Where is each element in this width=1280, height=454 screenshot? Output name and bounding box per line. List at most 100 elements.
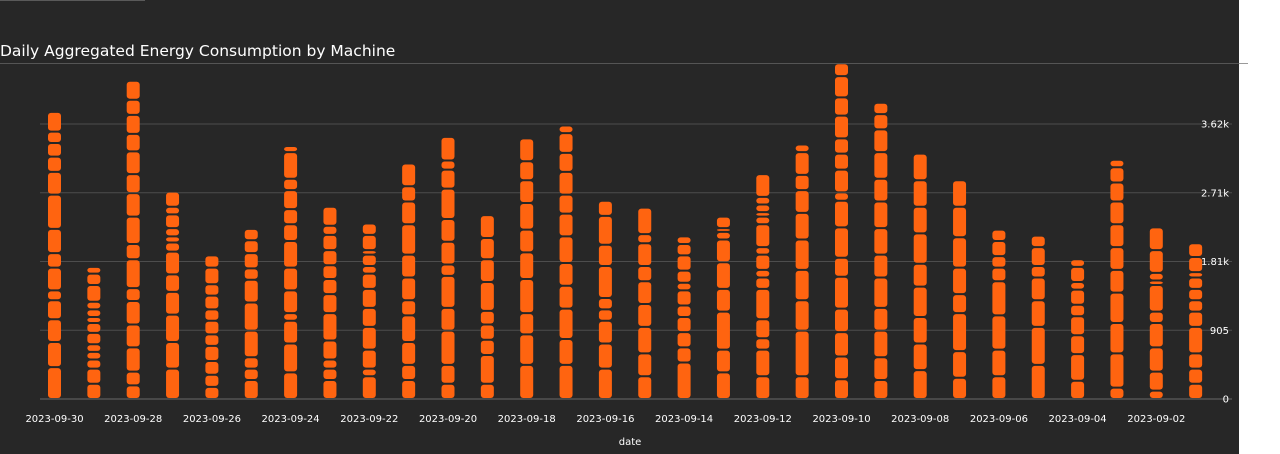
- bar-segment: [48, 132, 61, 142]
- bar-segment: [520, 181, 534, 203]
- bar-segment: [166, 192, 180, 206]
- bar-stack-2023-09-07: [953, 181, 967, 398]
- y-tick-label: 1.81k: [1201, 257, 1229, 268]
- bar-segment: [1031, 278, 1045, 300]
- bar-segment: [795, 240, 809, 269]
- bar-segment: [402, 187, 416, 201]
- bar-segment: [598, 369, 612, 398]
- bar-segment: [953, 378, 967, 398]
- bar-segment: [1110, 388, 1124, 398]
- bar-segment: [1149, 391, 1163, 398]
- bar-segment: [1189, 312, 1203, 326]
- bar-segment: [835, 333, 848, 356]
- bar-stack-2023-09-14: [677, 237, 691, 398]
- bar-segment: [284, 314, 298, 320]
- bar-segment: [87, 369, 101, 383]
- bar-segment: [1189, 257, 1203, 272]
- bar-segment: [126, 289, 140, 301]
- bar-segment: [992, 316, 1006, 349]
- bar-segment: [480, 283, 494, 310]
- bar-segment: [284, 268, 298, 290]
- bar-stack-2023-09-25: [244, 229, 258, 398]
- bar-segment: [716, 217, 730, 228]
- bar-segment: [913, 287, 927, 316]
- bar-segment: [795, 213, 809, 239]
- bar-segment: [244, 254, 258, 268]
- bar-segment: [126, 175, 140, 193]
- bar-segment: [1189, 278, 1203, 288]
- bar-segment: [835, 154, 848, 169]
- bar-segment: [441, 189, 455, 218]
- bar-segment: [441, 219, 455, 241]
- bar-segment: [126, 152, 140, 174]
- bar-segment: [992, 230, 1006, 240]
- bar-segment: [835, 139, 848, 153]
- bar-segment: [598, 201, 612, 215]
- panel-edge-divider: [1239, 63, 1248, 64]
- bar-segment: [244, 331, 258, 357]
- bar-segment: [87, 310, 101, 316]
- bar-segment: [48, 112, 61, 131]
- bar-segment: [1071, 336, 1085, 354]
- bar-segment: [166, 315, 180, 342]
- bar-segment: [795, 377, 809, 398]
- x-tick-label: 2023-09-24: [262, 414, 320, 425]
- bar-segment: [166, 243, 180, 251]
- bar-segment: [677, 333, 691, 347]
- bar-segment: [677, 271, 691, 282]
- bar-segment: [598, 298, 612, 309]
- bar-segment: [284, 191, 298, 209]
- bar-stack-2023-09-28: [126, 81, 140, 398]
- bar-segment: [756, 255, 770, 269]
- bar-segment: [835, 170, 848, 192]
- bar-segment: [284, 241, 298, 267]
- bar-segment: [795, 331, 809, 376]
- bar-stack-2023-09-17: [559, 126, 573, 398]
- bar-segment: [1071, 381, 1085, 398]
- bar-segment: [244, 358, 258, 368]
- bar-segment: [835, 77, 848, 97]
- bar-segment: [1149, 372, 1163, 390]
- bar-segment: [874, 103, 888, 114]
- bar-segment: [874, 179, 888, 201]
- x-tick-label: 2023-09-14: [655, 414, 713, 425]
- bar-segment: [323, 251, 337, 265]
- bar-segment: [166, 292, 180, 314]
- bar-segment: [87, 324, 101, 332]
- bar-segment: [402, 202, 416, 224]
- bar-segment: [362, 235, 376, 250]
- bar-segment: [716, 289, 730, 311]
- bar-segment: [953, 207, 967, 237]
- bar-segment: [1189, 244, 1203, 256]
- bar-segment: [126, 348, 140, 371]
- bar-stack-2023-09-18: [520, 139, 534, 398]
- bar-segment: [126, 100, 140, 114]
- bar-segment: [284, 373, 298, 398]
- bar-segment: [402, 316, 416, 342]
- bar-segment: [166, 215, 180, 228]
- bar-segment: [1189, 273, 1203, 277]
- bar-segment: [362, 289, 376, 307]
- x-tick-label: 2023-09-06: [970, 414, 1028, 425]
- bar-segment: [48, 229, 61, 253]
- bar-segment: [559, 214, 573, 236]
- bar-segment: [362, 267, 376, 273]
- bar-segment: [913, 154, 927, 180]
- bar-segment: [520, 162, 534, 180]
- bar-segment: [126, 386, 140, 398]
- bar-segment: [362, 369, 376, 376]
- bar-segment: [1071, 305, 1085, 316]
- bar-chart: 0 905 1.81k 2.71k 3.62k 2023-09-30 2023-09-28…: [25, 64, 1232, 448]
- bar-stack-2023-09-01: [1189, 244, 1203, 398]
- bar-segment: [205, 285, 219, 295]
- bar-segment: [48, 172, 61, 194]
- bar-segment: [795, 145, 809, 152]
- bar-segment: [1149, 251, 1163, 272]
- bar-segment: [166, 229, 180, 236]
- bar-segment: [1149, 324, 1163, 347]
- bar-segment: [166, 252, 180, 274]
- bar-segment: [638, 208, 652, 234]
- bar-segment: [1031, 301, 1045, 326]
- bar-segment: [795, 175, 809, 190]
- bar-segment: [205, 296, 219, 309]
